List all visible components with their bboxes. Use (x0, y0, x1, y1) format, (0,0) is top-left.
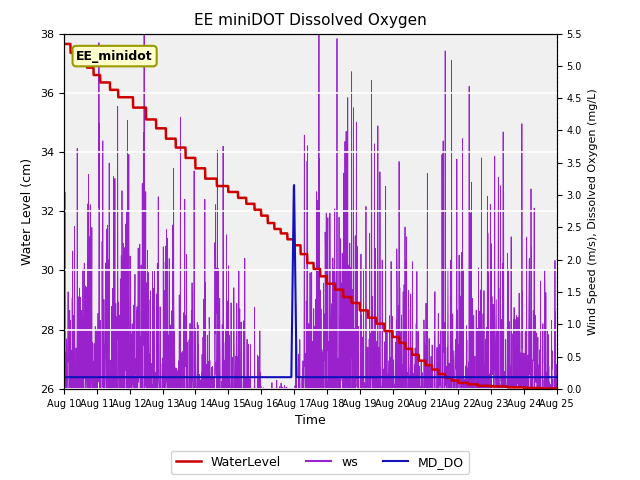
Line: MD_DO: MD_DO (64, 185, 557, 377)
Bar (64, 34, 557, 93)
Bar (64, 330, 557, 389)
ws (524, 386, 531, 392)
WaterLevel (324, 281, 332, 287)
WaterLevel (198, 166, 205, 171)
ws (509, 386, 517, 392)
MD_DO (324, 374, 332, 380)
MD_DO (509, 374, 517, 380)
Bar (64, 93, 557, 152)
MD_DO (290, 182, 298, 188)
Bar (64, 152, 557, 211)
ws (140, 31, 148, 36)
ws (198, 386, 205, 392)
MD_DO (198, 374, 205, 380)
MD_DO (524, 374, 531, 380)
Line: ws: ws (64, 34, 557, 389)
WaterLevel (453, 378, 461, 384)
ws (335, 215, 343, 220)
ws (60, 386, 68, 392)
Y-axis label: Wind Speed (m/s), Dissolved Oxygen (mg/L): Wind Speed (m/s), Dissolved Oxygen (mg/L… (588, 88, 598, 335)
WaterLevel (335, 287, 342, 292)
WaterLevel (60, 41, 68, 47)
Text: EE_minidot: EE_minidot (76, 49, 153, 62)
Bar (64, 270, 557, 330)
ws (454, 386, 461, 392)
MD_DO (553, 374, 561, 380)
WaterLevel (509, 384, 517, 390)
ws (553, 386, 561, 392)
Y-axis label: Water Level (cm): Water Level (cm) (22, 157, 35, 265)
X-axis label: Time: Time (295, 414, 326, 427)
Title: EE miniDOT Dissolved Oxygen: EE miniDOT Dissolved Oxygen (194, 13, 427, 28)
MD_DO (454, 374, 461, 380)
ws (324, 381, 332, 386)
Bar (64, 211, 557, 270)
Legend: WaterLevel, ws, MD_DO: WaterLevel, ws, MD_DO (171, 451, 469, 474)
WaterLevel (537, 385, 545, 391)
MD_DO (335, 374, 343, 380)
WaterLevel (553, 385, 561, 391)
WaterLevel (523, 385, 531, 391)
MD_DO (60, 374, 68, 380)
Line: WaterLevel: WaterLevel (64, 44, 557, 388)
